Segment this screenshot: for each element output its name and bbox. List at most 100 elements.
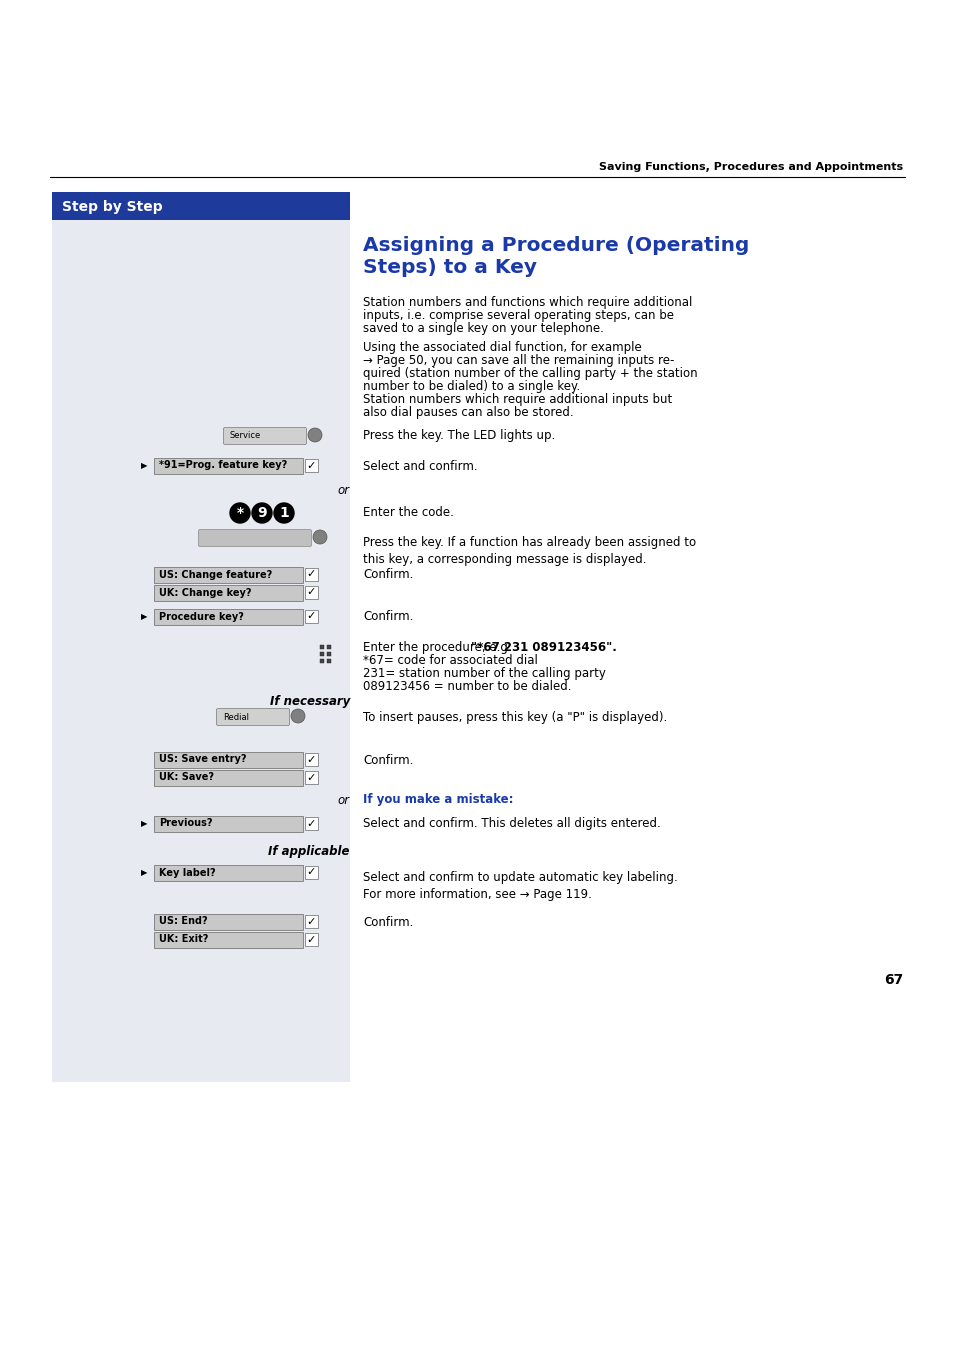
- FancyBboxPatch shape: [327, 659, 331, 663]
- Text: US: Change feature?: US: Change feature?: [159, 570, 272, 579]
- Text: If applicable: If applicable: [268, 845, 350, 857]
- Text: Station numbers and functions which require additional: Station numbers and functions which requ…: [363, 296, 692, 309]
- FancyBboxPatch shape: [304, 915, 318, 929]
- Text: Press the key. If a function has already been assigned to
this key, a correspond: Press the key. If a function has already…: [363, 536, 696, 566]
- Text: → Page 50, you can save all the remaining inputs re-: → Page 50, you can save all the remainin…: [363, 354, 674, 367]
- Text: 67: 67: [882, 973, 902, 987]
- Text: ▶: ▶: [141, 868, 148, 878]
- Text: ▶: ▶: [141, 819, 148, 828]
- Circle shape: [291, 709, 305, 724]
- Text: Saving Functions, Procedures and Appointments: Saving Functions, Procedures and Appoint…: [598, 162, 902, 171]
- FancyBboxPatch shape: [198, 529, 312, 547]
- FancyBboxPatch shape: [154, 931, 303, 948]
- Circle shape: [230, 504, 250, 522]
- Text: Select and confirm.: Select and confirm.: [363, 459, 477, 472]
- Text: quired (station number of the calling party + the station: quired (station number of the calling pa…: [363, 367, 697, 379]
- Text: Confirm.: Confirm.: [363, 610, 413, 624]
- Text: *91=Prog. feature key?: *91=Prog. feature key?: [159, 460, 287, 471]
- Text: UK: Save?: UK: Save?: [159, 772, 213, 783]
- Text: UK: Change key?: UK: Change key?: [159, 587, 252, 598]
- Text: Press the key. The LED lights up.: Press the key. The LED lights up.: [363, 429, 555, 443]
- FancyBboxPatch shape: [154, 585, 303, 601]
- Text: 9: 9: [257, 506, 267, 520]
- Text: ✓: ✓: [307, 917, 315, 926]
- FancyBboxPatch shape: [304, 771, 318, 784]
- Text: Confirm.: Confirm.: [363, 568, 413, 582]
- Text: Enter the procedure, e.g.: Enter the procedure, e.g.: [363, 641, 515, 653]
- Circle shape: [252, 504, 272, 522]
- Text: Procedure key?: Procedure key?: [159, 612, 244, 621]
- Text: ✓: ✓: [307, 755, 315, 764]
- Text: UK: Exit?: UK: Exit?: [159, 934, 208, 945]
- Text: US: End?: US: End?: [159, 917, 208, 926]
- Text: Key label?: Key label?: [159, 868, 215, 878]
- Text: also dial pauses can also be stored.: also dial pauses can also be stored.: [363, 406, 573, 418]
- Text: inputs, i.e. comprise several operating steps, can be: inputs, i.e. comprise several operating …: [363, 309, 673, 323]
- FancyBboxPatch shape: [154, 914, 303, 930]
- Text: Using the associated dial function, for example: Using the associated dial function, for …: [363, 342, 641, 354]
- Text: ✓: ✓: [307, 868, 315, 878]
- Circle shape: [313, 531, 327, 544]
- Text: Steps) to a Key: Steps) to a Key: [363, 258, 537, 277]
- Circle shape: [308, 428, 322, 441]
- FancyBboxPatch shape: [52, 192, 350, 1081]
- Text: ✓: ✓: [307, 570, 315, 579]
- FancyBboxPatch shape: [154, 769, 303, 786]
- FancyBboxPatch shape: [154, 458, 303, 474]
- Text: Confirm.: Confirm.: [363, 753, 413, 767]
- FancyBboxPatch shape: [304, 933, 318, 946]
- Text: If you make a mistake:: If you make a mistake:: [363, 794, 513, 806]
- Text: Select and confirm to update automatic key labeling.
For more information, see →: Select and confirm to update automatic k…: [363, 871, 677, 900]
- Text: Step by Step: Step by Step: [62, 200, 162, 215]
- FancyBboxPatch shape: [223, 428, 306, 444]
- FancyBboxPatch shape: [327, 652, 331, 656]
- FancyBboxPatch shape: [154, 609, 303, 625]
- Text: or: or: [337, 483, 350, 497]
- Text: ▶: ▶: [141, 460, 148, 470]
- FancyBboxPatch shape: [304, 865, 318, 879]
- Text: ✓: ✓: [307, 772, 315, 783]
- FancyBboxPatch shape: [304, 568, 318, 582]
- FancyBboxPatch shape: [304, 817, 318, 830]
- FancyBboxPatch shape: [319, 645, 324, 649]
- Text: 1: 1: [279, 506, 289, 520]
- Text: Confirm.: Confirm.: [363, 915, 413, 929]
- FancyBboxPatch shape: [304, 753, 318, 767]
- FancyBboxPatch shape: [154, 752, 303, 768]
- Text: ✓: ✓: [307, 612, 315, 621]
- Text: ✓: ✓: [307, 934, 315, 945]
- FancyBboxPatch shape: [319, 652, 324, 656]
- Text: Previous?: Previous?: [159, 818, 213, 829]
- Text: Station numbers which require additional inputs but: Station numbers which require additional…: [363, 393, 672, 406]
- FancyBboxPatch shape: [52, 192, 350, 220]
- Text: *67= code for associated dial: *67= code for associated dial: [363, 653, 537, 667]
- Text: ✓: ✓: [307, 587, 315, 598]
- Text: If necessary: If necessary: [270, 694, 350, 707]
- FancyBboxPatch shape: [304, 459, 318, 472]
- Text: Enter the code.: Enter the code.: [363, 506, 454, 520]
- Circle shape: [274, 504, 294, 522]
- FancyBboxPatch shape: [216, 709, 289, 725]
- Text: ▶: ▶: [141, 612, 148, 621]
- Text: 089123456 = number to be dialed.: 089123456 = number to be dialed.: [363, 680, 571, 693]
- Text: US: Save entry?: US: Save entry?: [159, 755, 246, 764]
- FancyBboxPatch shape: [319, 659, 324, 663]
- Text: To insert pauses, press this key (a "P" is displayed).: To insert pauses, press this key (a "P" …: [363, 710, 666, 724]
- FancyBboxPatch shape: [154, 815, 303, 832]
- Text: "*67 231 089123456".: "*67 231 089123456".: [471, 641, 617, 653]
- Text: Service: Service: [230, 432, 261, 440]
- Text: 231= station number of the calling party: 231= station number of the calling party: [363, 667, 605, 680]
- Text: Redial: Redial: [223, 713, 249, 721]
- Text: ✓: ✓: [307, 460, 315, 471]
- Text: Select and confirm. This deletes all digits entered.: Select and confirm. This deletes all dig…: [363, 818, 660, 830]
- FancyBboxPatch shape: [304, 586, 318, 599]
- FancyBboxPatch shape: [154, 864, 303, 880]
- Text: ✓: ✓: [307, 818, 315, 829]
- FancyBboxPatch shape: [154, 567, 303, 582]
- FancyBboxPatch shape: [304, 610, 318, 624]
- FancyBboxPatch shape: [327, 645, 331, 649]
- Text: saved to a single key on your telephone.: saved to a single key on your telephone.: [363, 323, 603, 335]
- Text: number to be dialed) to a single key.: number to be dialed) to a single key.: [363, 379, 579, 393]
- Text: Assigning a Procedure (Operating: Assigning a Procedure (Operating: [363, 236, 749, 255]
- Text: *: *: [236, 506, 243, 520]
